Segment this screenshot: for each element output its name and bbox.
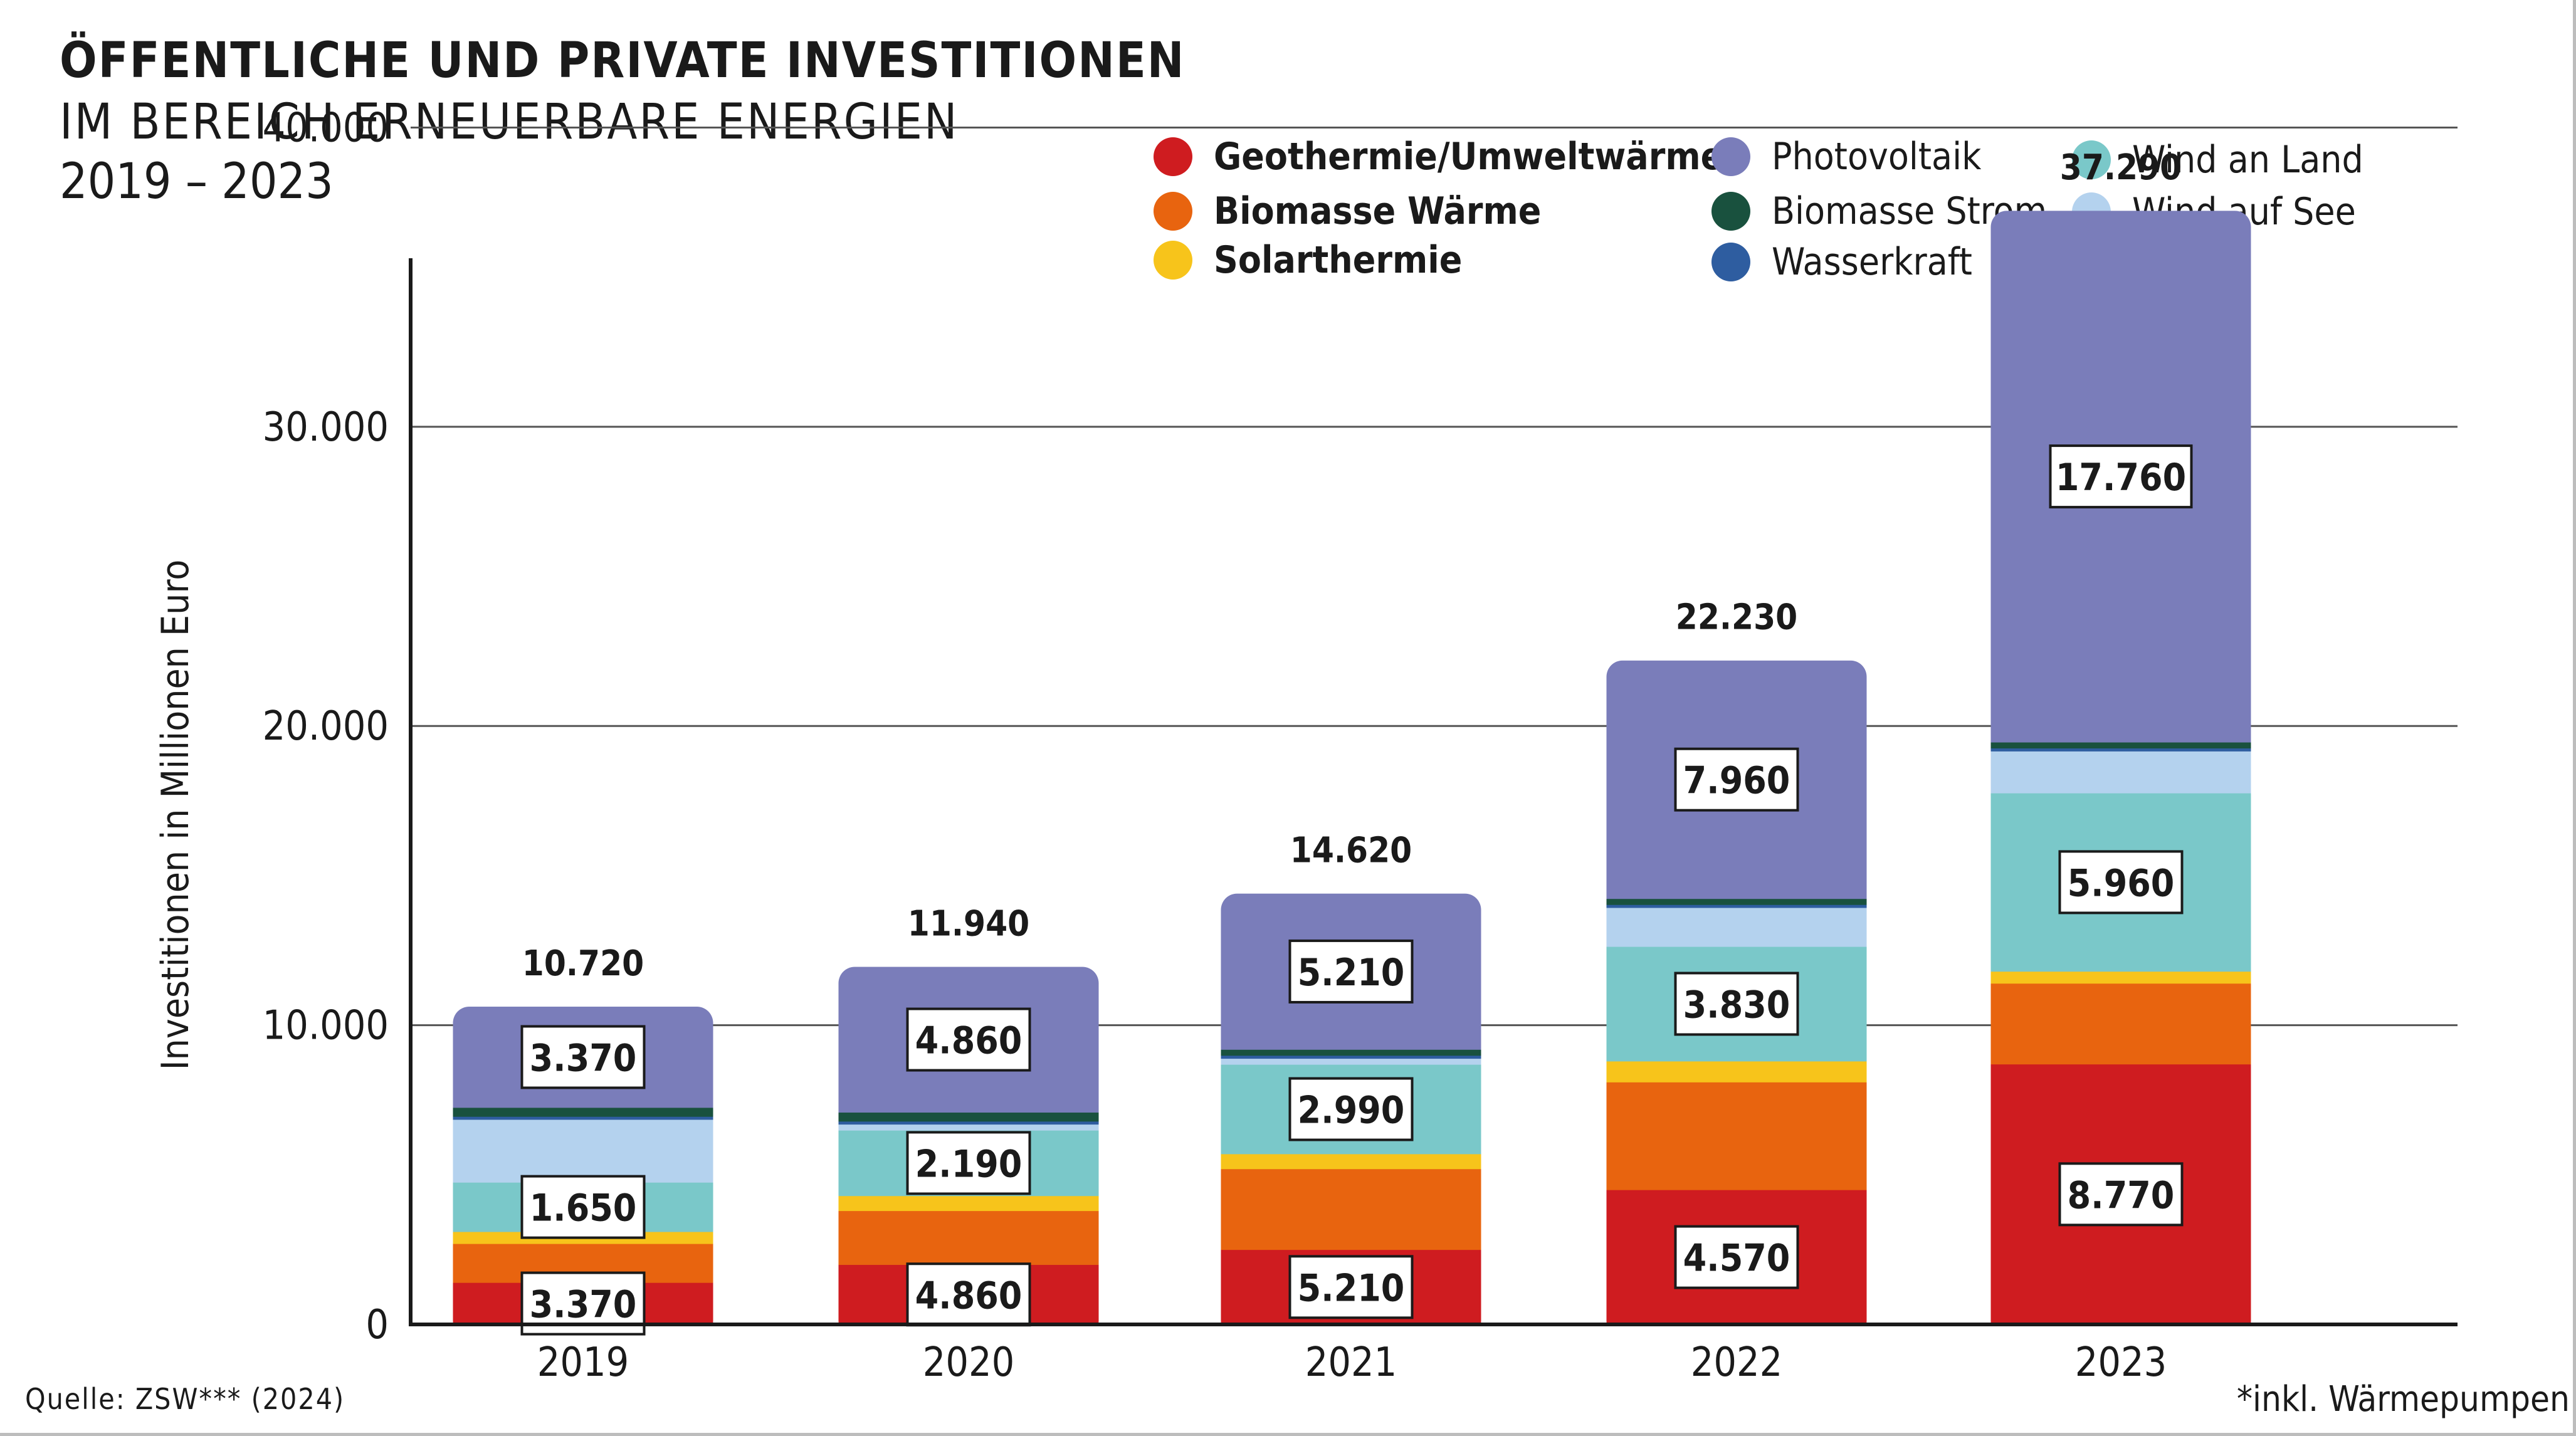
legend-item-wind_land: Wind an Land [2072,138,2363,182]
legend-label: Wasserkraft [1772,240,1972,284]
value-label: 1.650 [530,1187,637,1230]
y-tick-label: 20.000 [263,703,389,750]
value-label: 5.210 [1298,951,1405,995]
legend-swatch [1711,243,1750,281]
legend-label: Solarthermie [1214,238,1463,282]
y-tick-label: 30.000 [263,404,389,451]
legend-item-solarthermie: Solarthermie [1154,238,1462,282]
value-label: 4.570 [1683,1237,1790,1281]
value-label: 2.990 [1298,1089,1405,1133]
value-label: 4.860 [915,1274,1023,1318]
value-label-box [906,1007,1031,1072]
value-label-box [906,1131,1031,1195]
bar-group-2023: 8.770 5.960 17.760 37.290 2023 [1987,147,2254,1386]
bar-segment-solarthermie [1990,971,2251,984]
bar-segment-wasserkraft [1990,748,2251,752]
bar-segment-wind_see [1606,908,1867,947]
chart-subtitle: IM BEREICH ERNEUERBARE ENERGIEN [60,94,959,150]
bar-segment-biomasse_strom [453,1107,713,1117]
bar-segment-wind_see [1221,1058,1481,1065]
bar-group-2021: 5.210 2.990 5.210 14.620 2021 [1217,831,1485,1386]
bar-group-2020: 4.860 2.190 4.860 11.940 2020 [835,904,1102,1386]
total-label: 22.230 [1676,597,1797,638]
value-label: 7.960 [1683,759,1790,803]
value-label-box [1674,747,1799,812]
value-label-box [520,1175,646,1239]
bar-segment-biomasse_strom [1221,1049,1481,1056]
x-tick-label: 2020 [923,1339,1015,1386]
y-tick-label: 10.000 [263,1003,389,1049]
bar-segment-wasserkraft [1606,904,1867,908]
value-label-box [1288,939,1414,1004]
bar-segment-biomasse_waerme [1606,1082,1867,1190]
legend-label: Biomasse Wärme [1214,189,1542,233]
chart-title: ÖFFENTLICHE UND PRIVATE INVESTITIONEN [60,33,1185,89]
footnote: *inkl. Wärmepumpen [2236,1379,2570,1420]
chart-years: 2019 – 2023 [60,154,334,210]
bar-segment-wasserkraft [453,1116,713,1120]
bar-group-2019: 3.370 1.650 3.370 10.720 2019 [449,943,717,1386]
value-label-box [2058,850,2184,915]
value-label-box [1674,972,1799,1036]
legend-swatch [1154,137,1192,176]
value-label: 17.760 [2056,456,2186,500]
total-label: 11.940 [908,904,1029,945]
value-label-box [520,1025,646,1089]
bar-segment-solarthermie [838,1195,1099,1212]
bar-segment-wind_see [453,1119,713,1183]
bar-segment-wasserkraft [1221,1055,1481,1059]
legend-swatch [2072,140,2111,179]
value-label: 3.830 [1683,983,1790,1027]
bar-segment-biomasse_strom [1606,898,1867,905]
legend-swatch [1154,192,1192,231]
value-label: 2.190 [915,1142,1023,1186]
legend-item-biomasse_waerme: Biomasse Wärme [1154,189,1541,233]
bar-segment-biomasse_strom [838,1112,1099,1122]
value-label: 5.210 [1298,1266,1405,1310]
legend-item-photovoltaik: Photovoltaik [1711,135,1981,179]
legend-item-geothermie: Geothermie/Umweltwärme* [1154,135,1741,179]
value-label: 8.770 [2068,1173,2175,1217]
value-label: 4.860 [915,1019,1023,1063]
x-tick-label: 2022 [1691,1339,1783,1386]
total-label: 10.720 [522,943,644,984]
bar-segment-wind_see [1990,751,2251,794]
total-label: 37.290 [2060,147,2182,188]
value-label-box [2058,1162,2184,1227]
bar-group-2022: 4.570 3.830 7.960 22.230 2022 [1603,597,1870,1386]
value-label: 3.370 [530,1283,637,1327]
bar-segment-biomasse_waerme [1990,983,2251,1065]
x-tick-label: 2021 [1305,1339,1397,1386]
total-label: 14.620 [1290,831,1412,871]
value-label-box [906,1262,1031,1327]
value-label-box [2049,444,2193,509]
bar-segment-solarthermie [1221,1153,1481,1170]
x-tick-label: 2019 [537,1339,629,1386]
bar-segment-biomasse_waerme [1221,1168,1481,1250]
y-tick-label: 40.000 [263,105,389,151]
value-label-box [1288,1255,1414,1319]
bar-segment-solarthermie [1606,1061,1867,1082]
bar-segment-wind_see [838,1124,1099,1131]
legend-label: Wind an Land [2132,138,2363,182]
y-tick-label: 0 [365,1302,389,1348]
value-label: 3.370 [530,1036,637,1080]
legend-swatch [1711,137,1750,176]
legend-label: Photovoltaik [1772,135,1982,179]
value-label: 5.960 [2068,861,2175,905]
legend-item-wasserkraft: Wasserkraft [1711,240,1972,284]
bar-segment-biomasse_waerme [838,1210,1099,1266]
legend-label: Geothermie/Umweltwärme* [1214,135,1742,179]
bar-segment-wasserkraft [838,1121,1099,1125]
x-tick-label: 2023 [2075,1339,2167,1386]
legend-swatch [1154,241,1192,280]
source-note: Quelle: ZSW*** (2024) [25,1382,345,1416]
legend-swatch [1711,192,1750,231]
bar-segment-biomasse_strom [1990,742,2251,749]
value-label-box [1674,1225,1799,1289]
value-label-box [1288,1077,1414,1141]
